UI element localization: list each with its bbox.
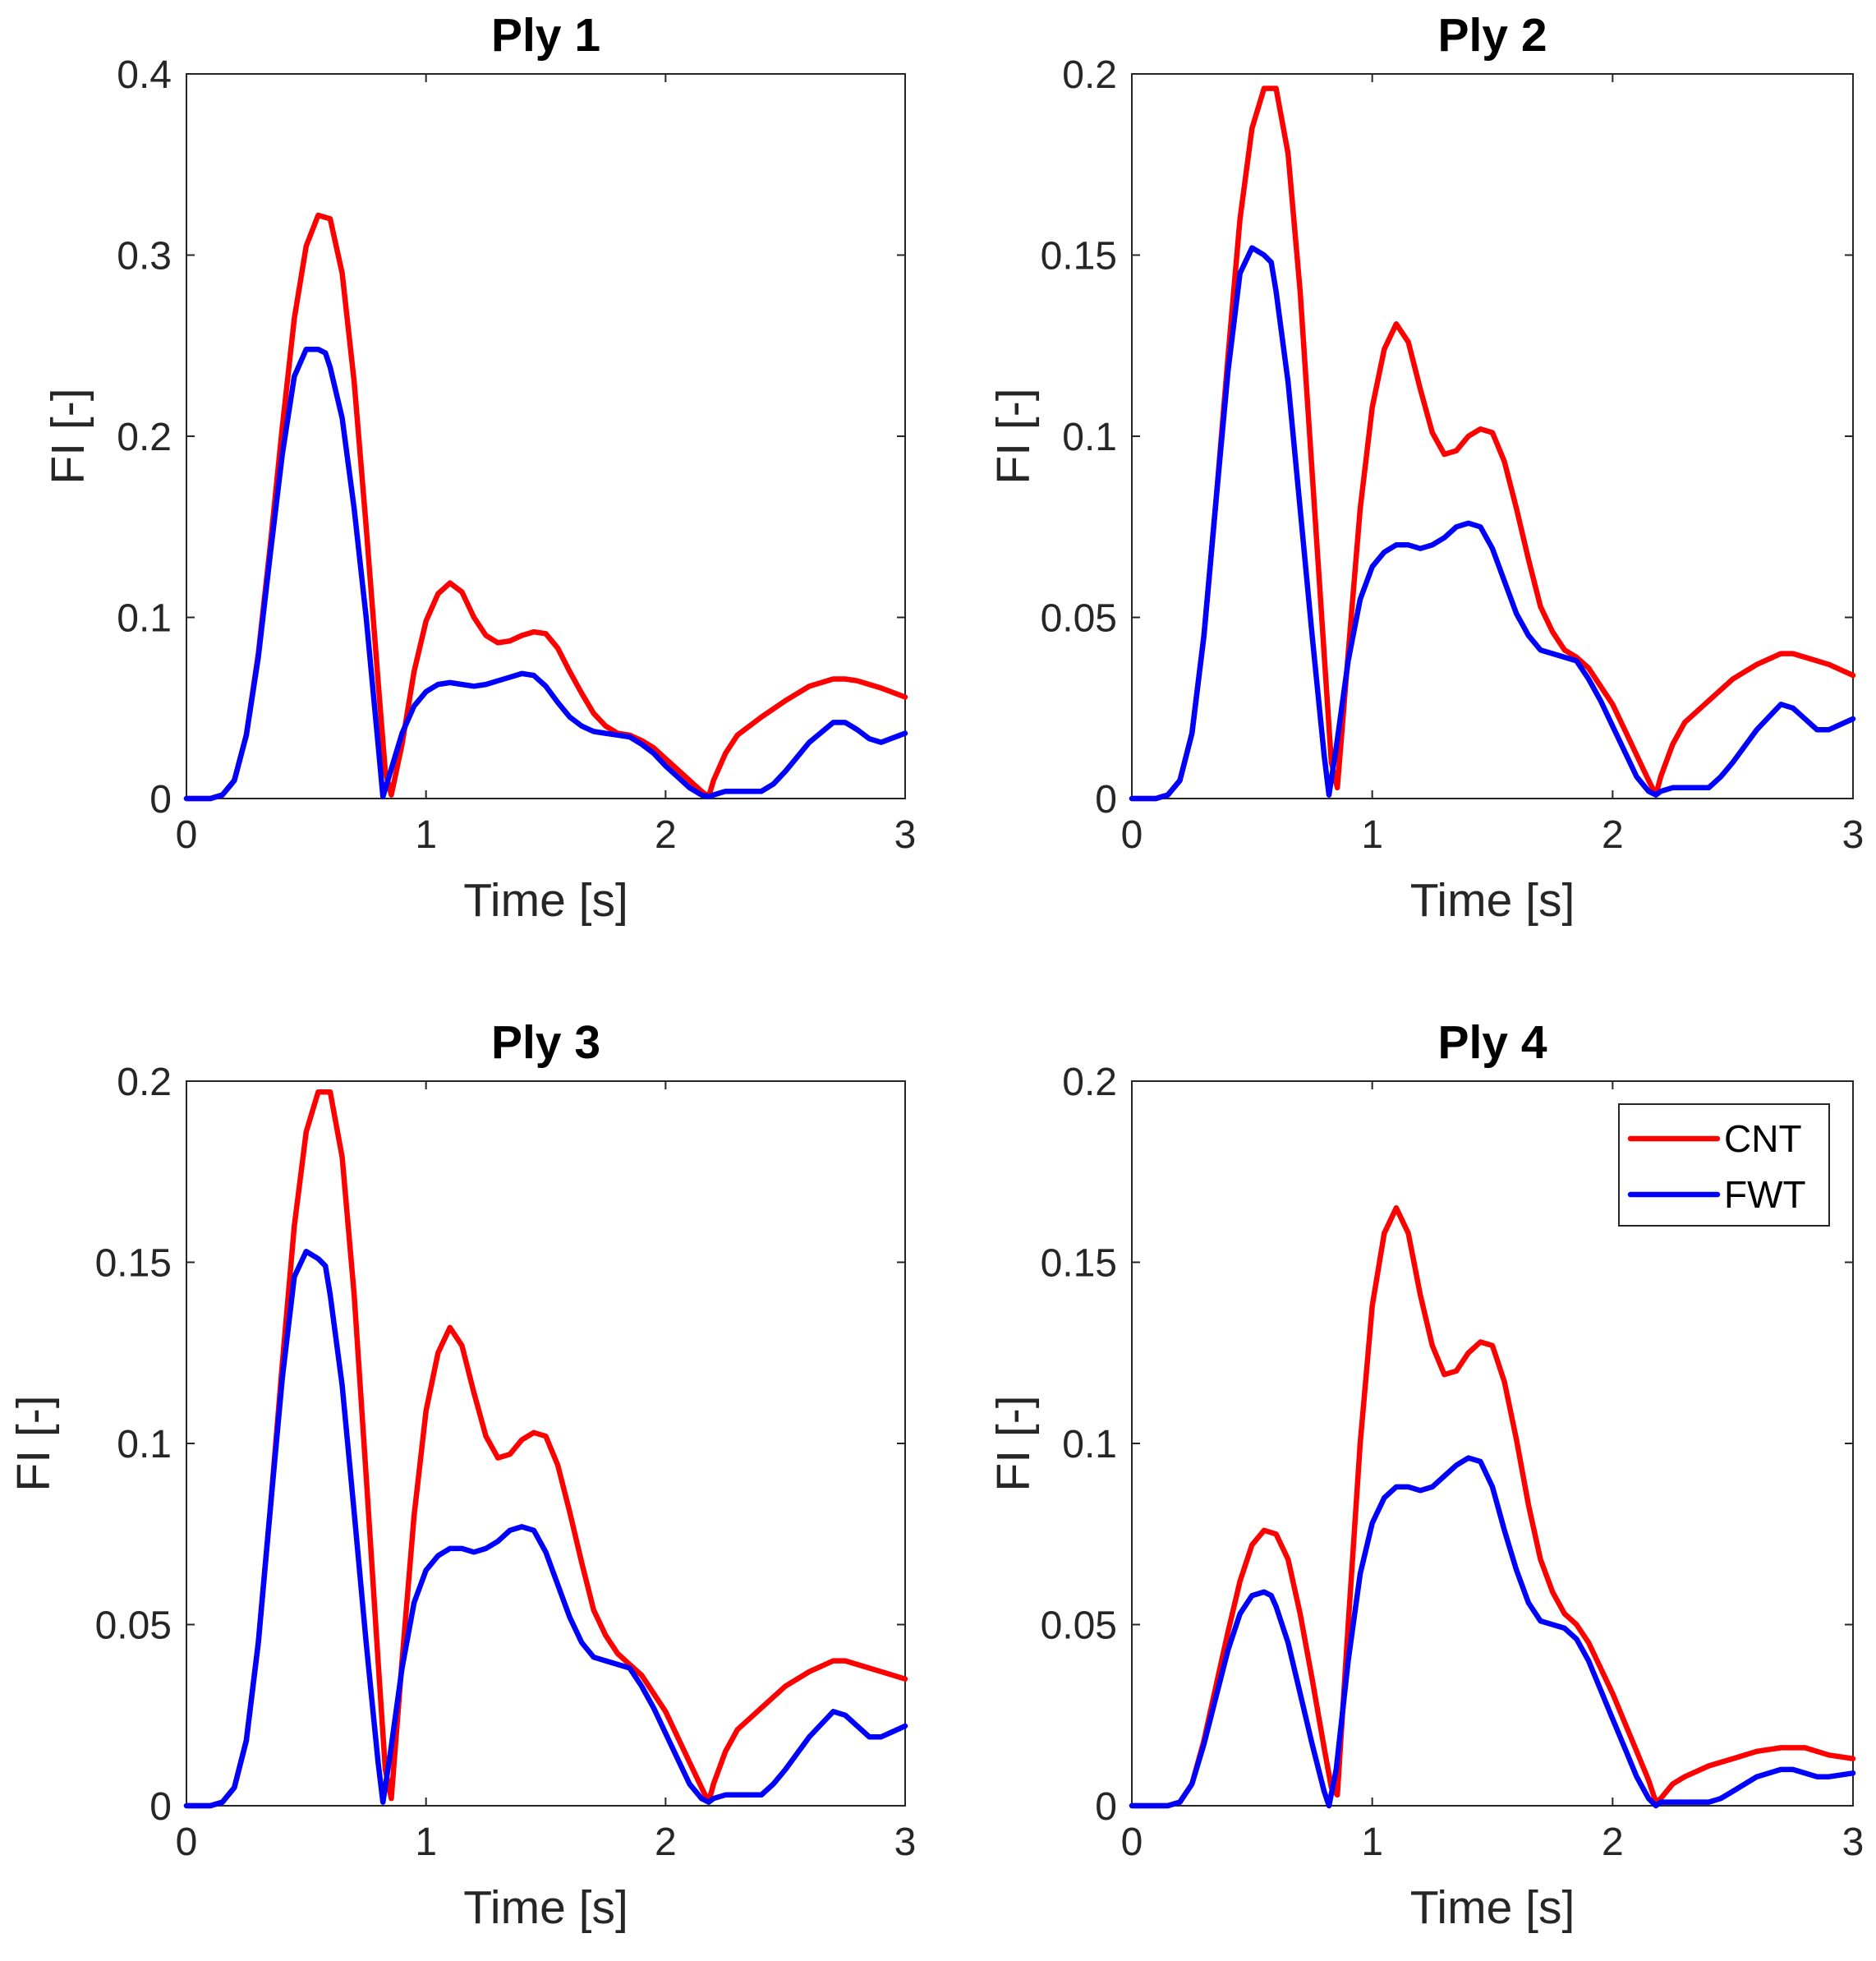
y-tick-label: 0 — [1095, 778, 1117, 822]
x-tick-label: 2 — [655, 1821, 677, 1864]
y-axis-label: FI [-] — [42, 388, 94, 484]
y-tick-label: 0.2 — [1062, 53, 1117, 97]
y-tick-label: 0.05 — [1041, 597, 1117, 641]
x-tick-label: 3 — [1842, 813, 1865, 857]
y-tick-label: 0.2 — [1062, 1061, 1117, 1104]
y-tick-label: 0.1 — [1062, 416, 1117, 459]
y-tick-label: 0.1 — [117, 1423, 172, 1466]
panel-2: Ply 2 0 1 2 3 0 0.05 0.1 0.15 0.2 Time [s] FI [-] — [987, 9, 1864, 927]
y-axis-label: FI [-] — [987, 1395, 1040, 1491]
y-tick-label: 0.4 — [117, 53, 172, 97]
x-tick-label: 2 — [1602, 1821, 1624, 1864]
panel-1: Ply 1 0 1 2 3 0 0.1 0.2 0.3 0.4 Time [s] FI [-] — [42, 9, 916, 927]
chart-title-1: Ply 1 — [491, 9, 600, 62]
x-tick-label: 2 — [655, 813, 677, 857]
y-tick-label: 0.05 — [1041, 1604, 1117, 1648]
legend: CNT FWT — [1619, 1104, 1829, 1226]
legend-label-fwt: FWT — [1724, 1173, 1806, 1216]
x-axis-label: Time [s] — [463, 874, 628, 927]
y-tick-label: 0.15 — [1041, 235, 1117, 278]
plot-area-3 — [186, 1081, 905, 1806]
y-tick-label: 0.1 — [1062, 1423, 1117, 1466]
y-axis-label: FI [-] — [7, 1395, 60, 1491]
x-tick-label: 0 — [1121, 1821, 1143, 1864]
x-tick-label: 1 — [415, 1821, 437, 1864]
y-tick-label: 0.15 — [1041, 1242, 1117, 1286]
x-tick-label: 1 — [415, 813, 437, 857]
panel-3: Ply 3 0 1 2 3 0 0.05 0.1 0.15 0.2 Time [s] FI [-] — [7, 1016, 916, 1934]
x-axis-label: Time [s] — [1410, 874, 1575, 927]
legend-label-cnt: CNT — [1724, 1117, 1802, 1160]
y-tick-label: 0.05 — [95, 1604, 172, 1648]
x-tick-label: 0 — [1121, 813, 1143, 857]
y-tick-label: 0 — [149, 1785, 172, 1829]
y-tick-label: 0.2 — [117, 416, 172, 459]
x-tick-label: 3 — [894, 1821, 917, 1864]
y-axis-label: FI [-] — [987, 388, 1040, 484]
x-axis-label: Time [s] — [463, 1881, 628, 1934]
x-tick-label: 0 — [176, 813, 198, 857]
y-tick-label: 0 — [149, 778, 172, 822]
x-axis-label: Time [s] — [1410, 1881, 1575, 1934]
y-tick-label: 0.1 — [117, 597, 172, 641]
x-tick-label: 0 — [176, 1821, 198, 1864]
x-tick-label: 3 — [1842, 1821, 1865, 1864]
x-tick-label: 1 — [1361, 1821, 1383, 1864]
y-tick-label: 0 — [1095, 1785, 1117, 1829]
y-tick-label: 0.3 — [117, 235, 172, 278]
y-tick-label: 0.2 — [117, 1061, 172, 1104]
x-tick-label: 3 — [894, 813, 917, 857]
chart-title-4: Ply 4 — [1437, 1016, 1547, 1069]
chart-title-2: Ply 2 — [1437, 9, 1547, 62]
x-tick-label: 2 — [1602, 813, 1624, 857]
x-tick-label: 1 — [1361, 813, 1383, 857]
chart-title-3: Ply 3 — [491, 1016, 600, 1069]
y-tick-label: 0.15 — [95, 1242, 172, 1286]
